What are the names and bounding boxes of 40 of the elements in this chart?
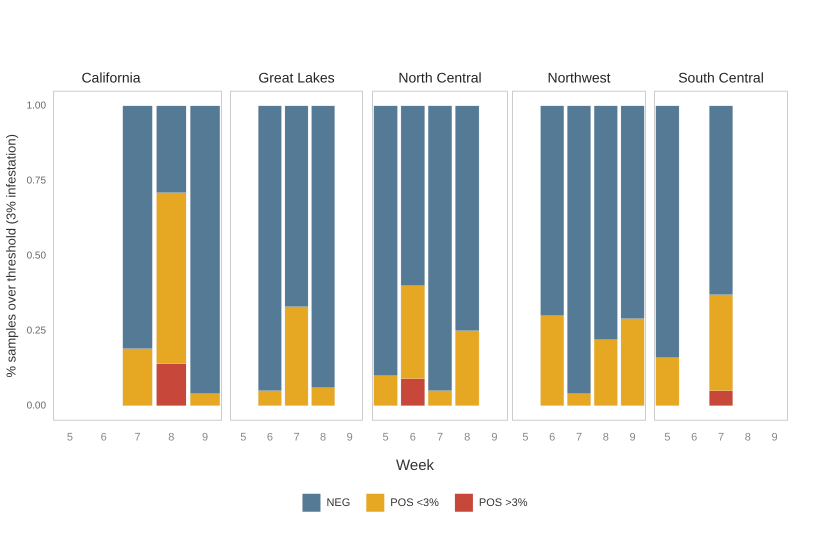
x-tick-label: 6	[100, 431, 107, 444]
x-tick-label: 7	[576, 431, 582, 444]
legend-label: POS <3%	[390, 496, 440, 509]
x-tick-label: 6	[266, 431, 273, 444]
x-tick-label: 5	[66, 431, 74, 444]
y-tick-label: 0.00	[26, 400, 46, 412]
x-tick-label: 8	[168, 431, 174, 444]
x-tick-label: 5	[522, 431, 528, 444]
x-tick-label: 8	[464, 431, 470, 444]
x-tick-label: 8	[320, 431, 326, 444]
x-tick-label: 6	[410, 431, 416, 444]
x-tick-label: 6	[549, 431, 556, 444]
x-tick-label: 9	[491, 431, 498, 444]
x-tick-label: 5	[664, 431, 670, 444]
chart-title: South Central	[678, 69, 764, 86]
x-tick-label: 5	[240, 431, 246, 444]
x-tick-label: 7	[293, 431, 300, 444]
x-tick-label: 9	[630, 431, 636, 444]
x-tick-label: 7	[436, 431, 444, 444]
x-axis-title: Week	[396, 456, 435, 474]
chart-title: Northwest	[547, 69, 611, 86]
legend-label: NEG	[326, 496, 350, 509]
y-tick-label: 0.75	[26, 176, 46, 187]
y-tick-label: 1.00	[26, 100, 46, 112]
x-tick-label: 8	[744, 431, 751, 444]
x-tick-label: 5	[382, 431, 389, 444]
chart-title: Great Lakes	[258, 69, 335, 86]
y-tick-label: 0.50	[26, 250, 46, 262]
x-tick-label: 7	[134, 431, 141, 444]
y-tick-label: 0.25	[26, 326, 46, 337]
y-axis-title: % samples over threshold (3% infestation)	[3, 134, 18, 378]
x-tick-label: 7	[718, 431, 724, 444]
x-tick-label: 9	[772, 431, 778, 444]
x-tick-label: 6	[691, 431, 698, 444]
legend-label: POS >3%	[478, 496, 528, 509]
chart-title: North Central	[398, 69, 482, 86]
x-tick-label: 9	[346, 431, 353, 444]
chart-title: California	[81, 69, 141, 86]
x-tick-label: 8	[602, 431, 609, 444]
x-tick-label: 9	[202, 431, 208, 444]
